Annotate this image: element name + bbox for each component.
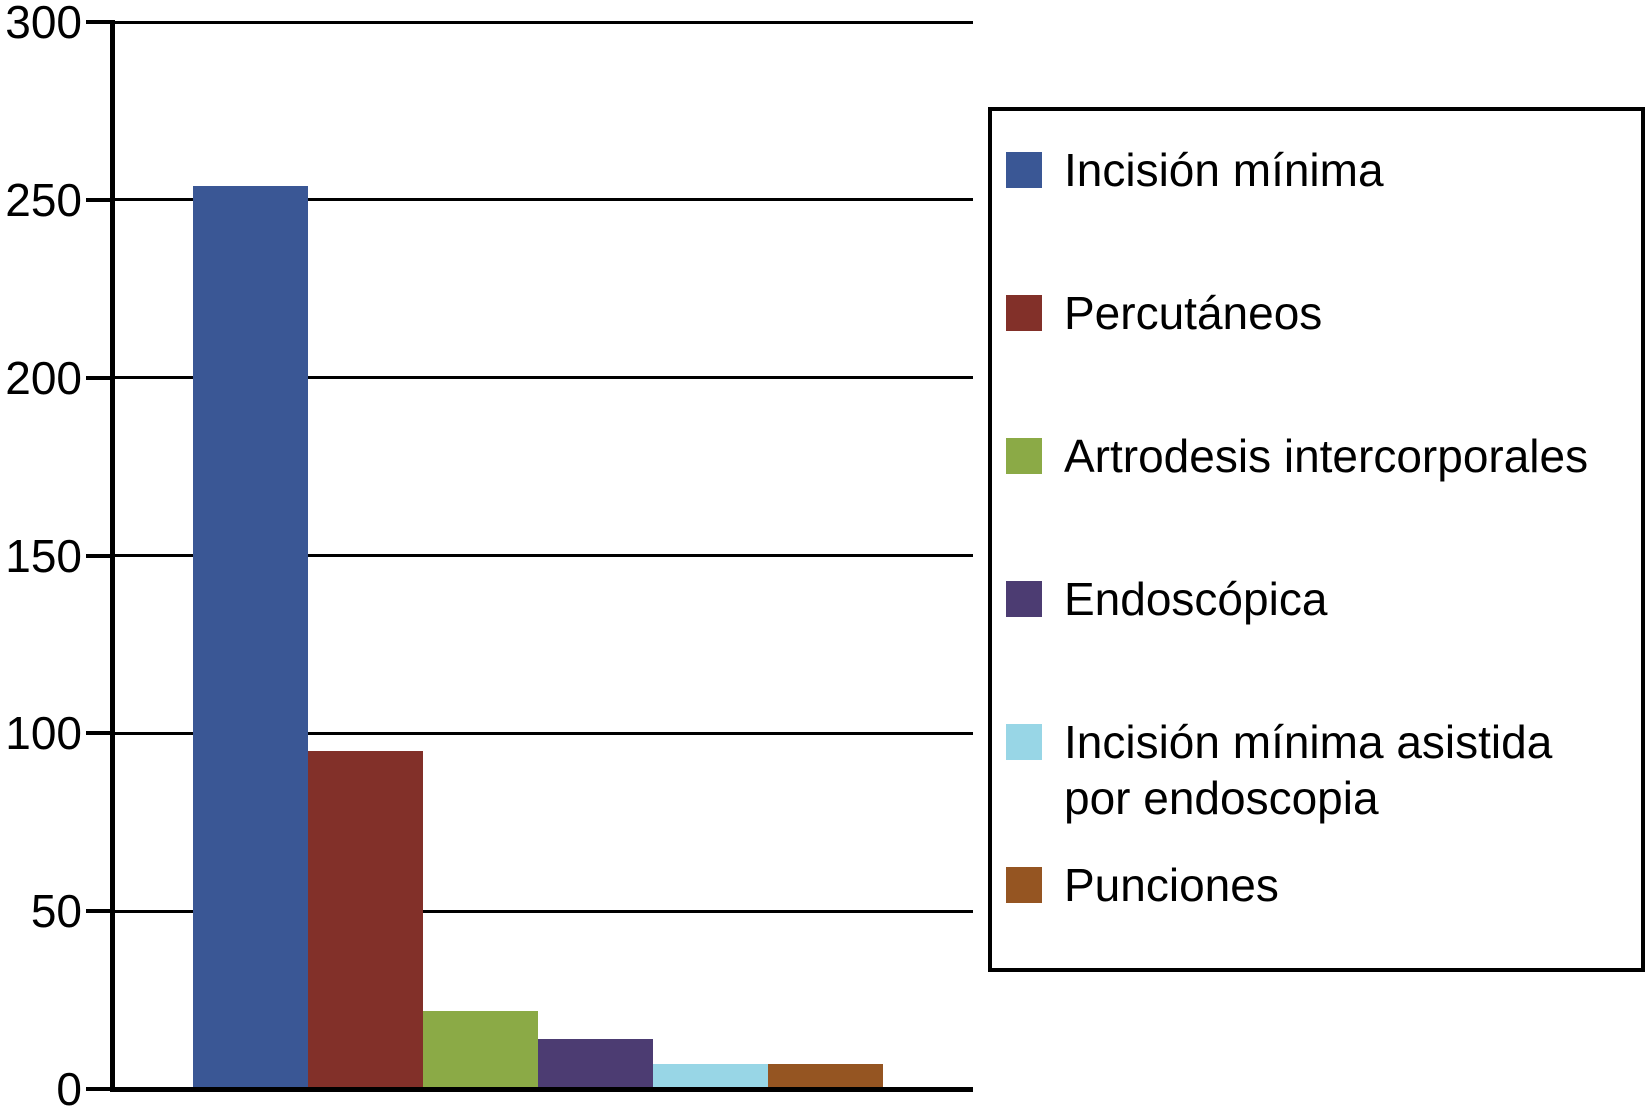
y-axis-tick-label: 300 xyxy=(5,0,82,48)
legend-item: Incisión mínima asistida por endoscopia xyxy=(1006,714,1609,826)
legend-label: Punciones xyxy=(1064,859,1279,911)
gridline xyxy=(110,376,973,380)
legend-label: Artrodesis intercorporales xyxy=(1064,430,1589,482)
bar-artrodesis-intercorporales xyxy=(423,1011,538,1089)
x-axis-line xyxy=(110,1087,973,1092)
legend-swatch-incision-minima-asistida-por-endoscopia xyxy=(1006,724,1042,760)
gridline xyxy=(110,198,973,202)
bar-incision-minima xyxy=(193,186,308,1089)
y-axis-tick-label: 250 xyxy=(5,173,82,226)
legend-swatch-endoscopica xyxy=(1006,581,1042,617)
legend-swatch-percutaneos xyxy=(1006,295,1042,331)
legend-swatch-artrodesis-intercorporales xyxy=(1006,438,1042,474)
y-axis-tick xyxy=(86,553,112,558)
legend-item: Punciones xyxy=(1006,857,1279,913)
legend-item: Artrodesis intercorporales xyxy=(1006,428,1588,484)
legend-item: Endoscópica xyxy=(1006,571,1327,627)
bar-endoscopica xyxy=(538,1039,653,1089)
legend-item: Percutáneos xyxy=(1006,285,1322,341)
y-axis-tick-label: 100 xyxy=(5,707,82,760)
gridline xyxy=(110,731,973,735)
bar-percutaneos xyxy=(308,751,423,1089)
legend-swatch-incision-minima xyxy=(1006,152,1042,188)
legend-label: Percutáneos xyxy=(1064,287,1323,339)
legend-swatch-punciones xyxy=(1006,867,1042,903)
bar-incision-minima-asistida-por-endoscopia xyxy=(653,1064,768,1089)
y-axis-tick xyxy=(86,197,112,202)
legend-label: Endoscópica xyxy=(1064,573,1328,625)
y-axis-tick-label: 50 xyxy=(30,885,82,938)
y-axis-tick xyxy=(86,1087,112,1091)
legend: Incisión mínima Percutáneos Artrodesis int… xyxy=(988,107,1645,972)
legend-item: Incisión mínima xyxy=(1006,142,1384,198)
gridline xyxy=(110,909,973,913)
legend-label: Incisión mínima asistida por endoscopia xyxy=(1064,716,1553,824)
y-axis-tick xyxy=(86,731,112,736)
y-axis-tick xyxy=(86,375,112,380)
y-axis-tick xyxy=(86,20,112,24)
y-axis-tick-label: 0 xyxy=(56,1063,82,1113)
y-axis-tick xyxy=(86,909,112,914)
legend-label: Incisión mínima xyxy=(1064,144,1384,196)
y-axis-tick-label: 200 xyxy=(5,351,82,404)
y-axis-line xyxy=(110,20,115,1092)
gridline xyxy=(110,554,973,557)
gridline xyxy=(110,20,973,24)
y-axis-tick-label: 150 xyxy=(5,529,82,582)
bar-punciones xyxy=(768,1064,883,1089)
